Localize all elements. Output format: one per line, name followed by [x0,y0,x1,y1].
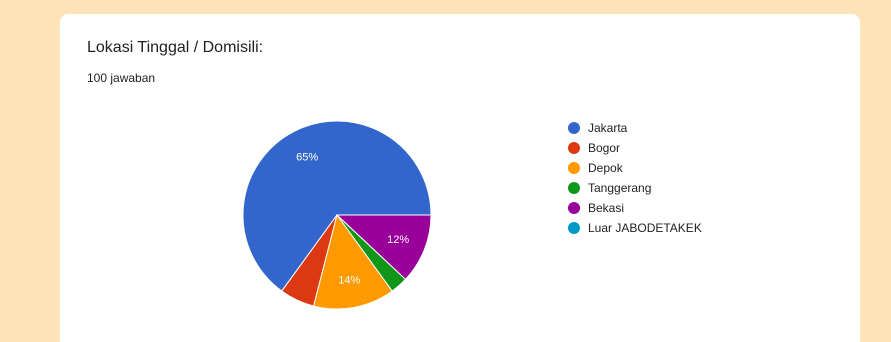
legend-item-luar-jabodetakek: Luar JABODETAKEK [568,218,702,238]
slice-label-jakarta: 65% [296,151,318,163]
legend-label-tanggerang: Tanggerang [588,181,652,195]
legend-item-depok: Depok [568,158,702,178]
question-card: Lokasi Tinggal / Domisili: 100 jawaban 6… [60,14,860,342]
pie-chart: 65% 14% 12% [242,120,432,310]
pie-slice-depok [313,213,393,310]
legend-label-bogor: Bogor [588,141,621,155]
legend-label-depok: Depok [588,161,623,175]
legend-label-jakarta: Jakarta [588,121,628,135]
legend-swatch-bogor [568,142,580,154]
chart-legend: Jakarta Bogor Depok Tanggerang Bekasi Luar JA… [568,118,702,238]
question-title: Lokasi Tinggal / Domisili: [87,39,264,56]
response-count: 100 jawaban [87,71,156,85]
legend-label-luar-jabodetakek: Luar JABODETAKEK [588,221,702,235]
legend-item-bogor: Bogor [568,138,702,158]
legend-swatch-tanggerang [568,182,580,194]
legend-item-tanggerang: Tanggerang [568,178,702,198]
slice-label-bekasi: 12% [387,234,409,246]
legend-item-jakarta: Jakarta [568,118,702,138]
pie-slice-bekasi [335,214,432,281]
slice-label-depok: 14% [338,275,360,287]
legend-swatch-luar-jabodetakek [568,222,580,234]
legend-label-bekasi: Bekasi [588,201,625,215]
legend-swatch-depok [568,162,580,174]
legend-swatch-jakarta [568,122,580,134]
legend-swatch-bekasi [568,202,580,214]
legend-item-bekasi: Bekasi [568,198,702,218]
pie-slice-jakarta [242,120,432,292]
